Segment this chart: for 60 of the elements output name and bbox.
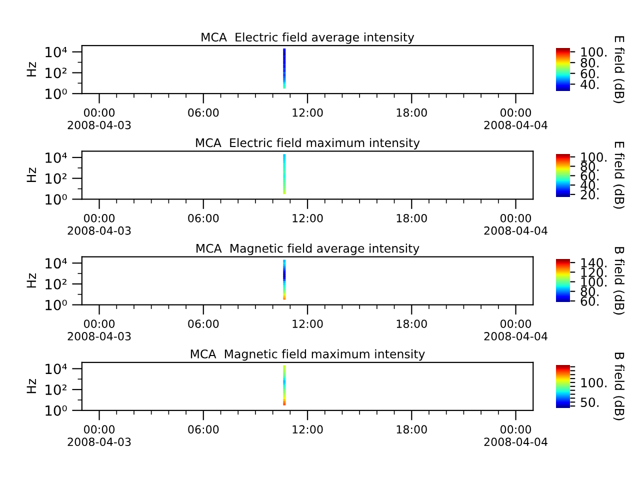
x-tick-label: 12:00 bbox=[292, 320, 323, 328]
x-tick-label: 00:00 2008-04-03 bbox=[68, 425, 131, 446]
x-tick-label: 18:00 bbox=[396, 214, 427, 222]
x-tick-label: 18:00 bbox=[396, 108, 427, 117]
x-tick-label: 12:00 bbox=[292, 214, 323, 222]
color-bar-label: 140. bbox=[581, 258, 606, 268]
color-bar-label: 40. bbox=[580, 180, 598, 190]
color-bar-label: 80. bbox=[580, 286, 598, 296]
y-tick-label: 10² bbox=[46, 278, 66, 290]
y-tick-label: 10⁰ bbox=[46, 194, 67, 205]
x-tick-label: 12:00 bbox=[292, 425, 323, 434]
x-tick-label: 06:00 bbox=[188, 425, 219, 434]
y-axis-title: Hz bbox=[26, 273, 36, 288]
y-tick-label: 10² bbox=[46, 384, 66, 396]
y-axis-title: Hz bbox=[26, 378, 36, 394]
x-tick-label: 00:00 2008-04-04 bbox=[484, 214, 548, 235]
chart-title: MCA Electric field average intensity bbox=[202, 32, 414, 44]
color-bar-title: B field (dB) bbox=[613, 247, 624, 315]
y-axis-title: Hz bbox=[26, 62, 36, 76]
color-bar-label: 60. bbox=[580, 68, 598, 78]
y-tick-label: 10⁴ bbox=[46, 152, 67, 163]
y-tick-label: 10² bbox=[46, 173, 66, 184]
x-tick-label: 12:00 bbox=[292, 108, 323, 117]
x-tick-label: 18:00 bbox=[396, 425, 427, 434]
chart-title: MCA Magnetic field maximum intensity bbox=[190, 349, 425, 361]
x-tick-label: 06:00 bbox=[188, 320, 219, 328]
color-bar-title: B field (dB) bbox=[613, 352, 624, 420]
color-bar-label: 120. bbox=[581, 268, 606, 278]
y-tick-label: 10⁰ bbox=[46, 88, 67, 100]
x-tick-label: 00:00 2008-04-03 bbox=[68, 214, 131, 235]
y-tick-label: 10² bbox=[46, 68, 66, 78]
color-bar-label: 80. bbox=[580, 162, 598, 172]
chart-title: MCA Electric field maximum intensity bbox=[196, 138, 420, 150]
x-tick-label: 00:00 2008-04-04 bbox=[484, 425, 548, 446]
x-tick-label: 18:00 bbox=[396, 320, 427, 328]
color-bar-label: 100. bbox=[581, 277, 606, 287]
color-bar-label: 80. bbox=[580, 58, 598, 68]
x-tick-label: 06:00 bbox=[188, 108, 219, 117]
color-bar-label: 60. bbox=[580, 296, 598, 306]
y-tick-label: 10⁴ bbox=[46, 46, 67, 58]
y-tick-label: 10⁴ bbox=[46, 364, 67, 374]
color-bar-label: 40. bbox=[580, 80, 598, 90]
y-axis-title: Hz bbox=[26, 168, 36, 182]
color-bar-label: 100. bbox=[581, 378, 606, 388]
y-tick-label: 10⁰ bbox=[46, 405, 67, 416]
x-tick-label: 06:00 bbox=[188, 214, 219, 222]
color-bar-label: 60. bbox=[580, 171, 598, 181]
x-tick-label: 00:00 2008-04-04 bbox=[484, 320, 548, 340]
color-bar-label: 100. bbox=[581, 47, 606, 57]
x-tick-label: 00:00 2008-04-03 bbox=[68, 320, 131, 340]
y-tick-label: 10⁴ bbox=[46, 258, 67, 269]
x-tick-label: 00:00 2008-04-04 bbox=[484, 108, 548, 130]
color-bar-label: 50. bbox=[580, 398, 598, 408]
color-bar-label: 20. bbox=[580, 190, 598, 200]
y-tick-label: 10⁰ bbox=[46, 300, 67, 310]
color-bar-label: 100. bbox=[581, 152, 606, 162]
color-bar-title: E field (dB) bbox=[613, 142, 624, 209]
chart-title: MCA Magnetic field average intensity bbox=[196, 244, 420, 256]
x-tick-label: 00:00 2008-04-03 bbox=[68, 108, 131, 130]
color-bar-title: E field (dB) bbox=[613, 36, 624, 104]
